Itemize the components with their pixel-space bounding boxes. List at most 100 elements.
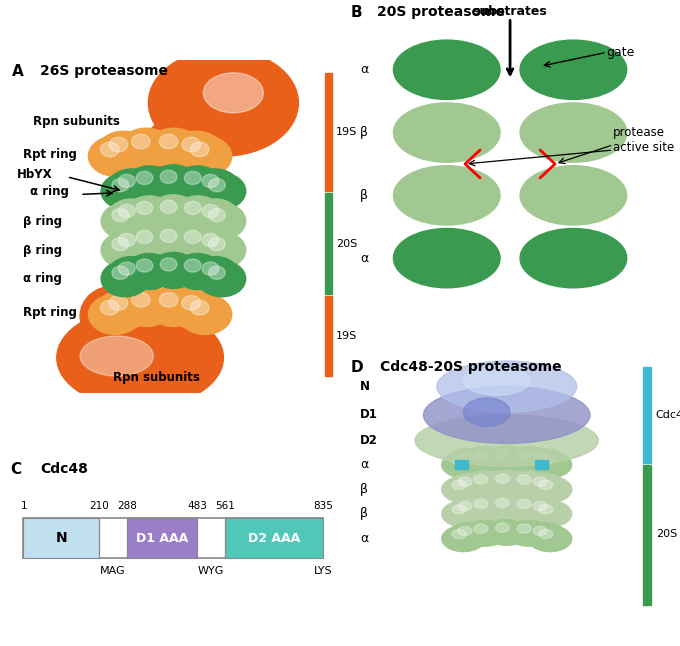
Ellipse shape [101,173,149,209]
Ellipse shape [442,501,485,527]
Text: α: α [360,532,369,545]
Ellipse shape [190,300,209,315]
Ellipse shape [160,200,177,213]
Ellipse shape [143,116,217,183]
Ellipse shape [97,131,150,171]
Ellipse shape [88,136,141,176]
Ellipse shape [118,174,135,187]
Ellipse shape [182,137,201,152]
Text: 210: 210 [89,501,109,511]
Ellipse shape [173,225,222,261]
Ellipse shape [198,203,245,239]
Ellipse shape [118,233,135,247]
Ellipse shape [539,480,553,490]
Bar [325,193,333,295]
Ellipse shape [485,446,528,472]
Ellipse shape [458,501,472,511]
FancyBboxPatch shape [127,518,197,558]
Ellipse shape [80,286,147,346]
Ellipse shape [101,232,149,268]
Ellipse shape [523,474,566,499]
Ellipse shape [523,498,566,524]
Ellipse shape [533,501,547,511]
Ellipse shape [442,452,485,477]
Text: WYG: WYG [198,567,224,576]
Ellipse shape [458,452,472,462]
Text: Rpt ring: Rpt ring [23,148,78,161]
Ellipse shape [125,196,173,232]
Ellipse shape [184,171,201,185]
Text: α ring: α ring [30,185,69,198]
Text: Rpn subunits: Rpn subunits [33,114,120,128]
Ellipse shape [198,261,245,297]
Text: β: β [360,507,368,521]
Ellipse shape [125,225,173,261]
FancyBboxPatch shape [225,518,324,558]
Ellipse shape [107,256,156,293]
Text: D1: D1 [360,408,378,421]
Text: C: C [10,463,21,477]
Ellipse shape [442,477,485,503]
Ellipse shape [118,204,135,218]
Ellipse shape [136,171,153,185]
Ellipse shape [109,295,128,310]
Text: HbYX: HbYX [17,168,52,181]
Ellipse shape [474,524,488,533]
FancyBboxPatch shape [23,518,99,558]
Bar [455,460,468,469]
Text: 20S: 20S [336,239,357,249]
Text: α ring: α ring [23,272,63,286]
Text: D: D [350,360,362,375]
Ellipse shape [520,103,627,162]
Ellipse shape [88,295,141,335]
Text: 561: 561 [215,501,235,511]
Text: Rpn subunits: Rpn subunits [114,371,201,384]
Ellipse shape [507,520,550,546]
Ellipse shape [464,398,510,426]
Ellipse shape [198,173,245,209]
Ellipse shape [184,202,201,214]
Ellipse shape [202,233,219,247]
Ellipse shape [458,477,472,486]
Ellipse shape [464,471,507,497]
Text: 288: 288 [117,501,137,511]
Text: α: α [360,252,369,265]
Ellipse shape [517,499,531,508]
Ellipse shape [517,475,531,484]
Ellipse shape [191,228,239,264]
Ellipse shape [507,495,550,521]
Ellipse shape [474,499,488,508]
Text: β: β [360,126,368,139]
Ellipse shape [191,199,239,235]
Text: Cdc48: Cdc48 [656,410,680,420]
Ellipse shape [202,174,219,187]
Ellipse shape [173,196,222,232]
Ellipse shape [394,40,500,99]
Ellipse shape [520,229,627,288]
Ellipse shape [464,367,530,395]
Ellipse shape [452,530,466,539]
Ellipse shape [101,203,149,239]
Ellipse shape [112,209,129,222]
Ellipse shape [173,253,222,289]
Ellipse shape [394,229,500,288]
Text: D2: D2 [360,434,378,447]
Ellipse shape [523,523,566,548]
Ellipse shape [203,73,263,113]
Ellipse shape [160,258,177,271]
Text: protease
active site: protease active site [613,125,675,154]
Ellipse shape [184,259,201,272]
Ellipse shape [191,169,239,205]
Ellipse shape [160,170,177,183]
Ellipse shape [184,230,201,244]
Ellipse shape [539,530,553,539]
Ellipse shape [464,446,507,472]
Ellipse shape [539,455,553,464]
Text: 19S: 19S [336,127,357,137]
Ellipse shape [533,477,547,486]
FancyBboxPatch shape [23,518,324,558]
Ellipse shape [112,266,129,279]
Bar [325,73,333,191]
Ellipse shape [495,474,509,483]
Ellipse shape [125,253,173,289]
